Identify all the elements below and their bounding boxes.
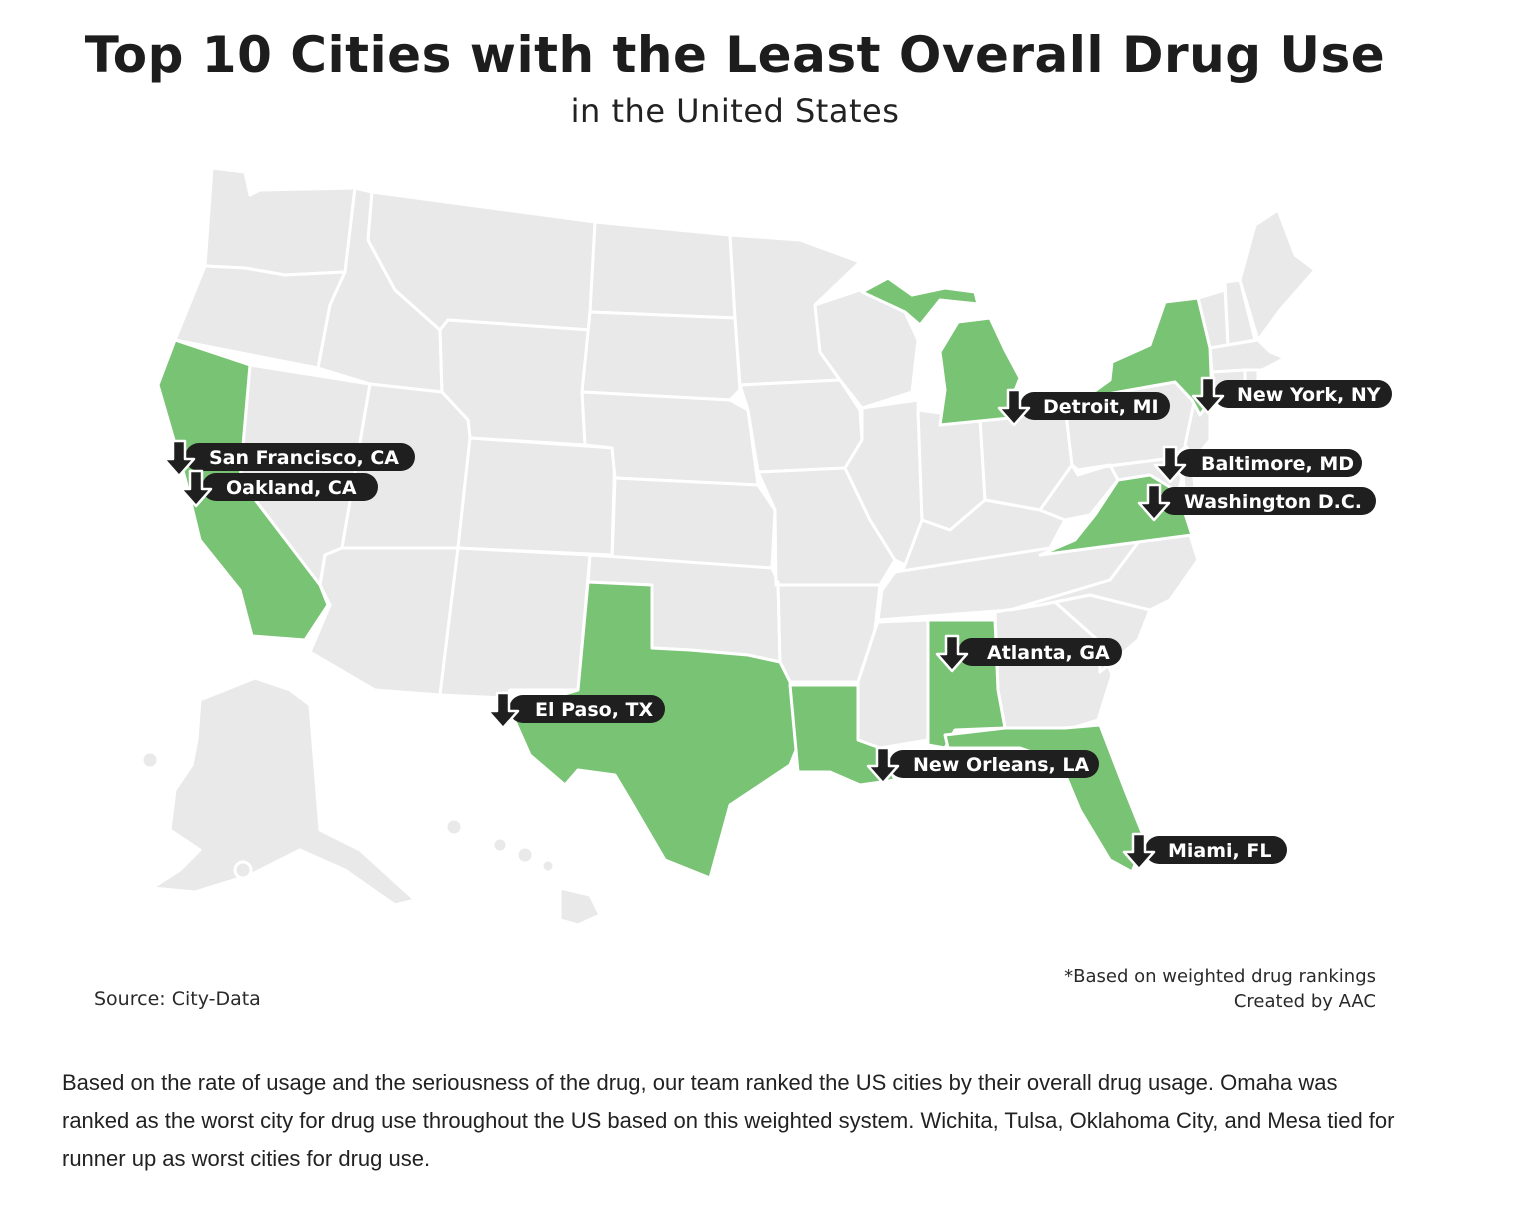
city-label: San Francisco, CA [209, 447, 399, 469]
city-label-pill [1214, 380, 1392, 408]
city-label: Atlanta, GA [987, 642, 1110, 664]
us-map: San Francisco, CA Oakland, CA El Paso, T… [140, 166, 1392, 927]
state-hawaii-island [444, 817, 464, 837]
city-label: Washington D.C. [1184, 491, 1362, 513]
credit-note: Created by AAC [1233, 991, 1376, 1012]
state-alaska-island [140, 750, 160, 770]
state-alaska [150, 676, 417, 907]
state-north-carolina [1008, 533, 1200, 612]
state-south-dakota [580, 310, 742, 402]
map-subtitle: in the United States [570, 92, 900, 130]
city-marker-miami: Miami, FL [1122, 832, 1287, 871]
city-marker-atlanta: Atlanta, GA [935, 634, 1122, 673]
city-marker-new-york: New York, NY [1191, 376, 1392, 415]
city-marker-el-paso: El Paso, TX [486, 691, 665, 730]
city-label-pill [509, 695, 665, 723]
city-label-pill [1160, 487, 1376, 515]
city-label-pill [958, 638, 1122, 666]
state-arizona [308, 546, 460, 697]
city-marker-oakland: Oakland, CA [179, 469, 378, 508]
down-arrow-icon [179, 469, 213, 508]
city-marker-new-orleans: New Orleans, LA [866, 746, 1099, 785]
state-washington [203, 166, 357, 277]
state-massachusetts [1208, 338, 1287, 374]
down-arrow-icon [486, 691, 520, 730]
down-arrow-icon [1191, 376, 1225, 415]
state-hawaii-island [540, 858, 556, 874]
city-label-pill [185, 443, 415, 471]
city-label-pill [202, 473, 378, 501]
down-arrow-icon [1153, 445, 1187, 484]
city-label: Miami, FL [1168, 840, 1271, 862]
down-arrow-icon [866, 746, 900, 785]
state-texas [508, 580, 802, 880]
down-arrow-icon [997, 388, 1031, 427]
down-arrow-icon [162, 439, 196, 478]
city-marker-san-francisco: San Francisco, CA [162, 439, 415, 478]
state-kansas [610, 476, 777, 570]
state-alaska-island [233, 860, 253, 880]
city-label: Oakland, CA [226, 477, 357, 499]
city-label-pill [1176, 449, 1362, 477]
footnotes: *Based on weighted drug rankings Created… [1064, 964, 1376, 1014]
city-marker-detroit: Detroit, MI [997, 388, 1170, 427]
map-title: Top 10 Cities with the Least Overall Dru… [84, 26, 1386, 84]
city-label-pill [1020, 392, 1170, 420]
article-paragraph: Based on the rate of usage and the serio… [62, 1070, 1395, 1171]
state-hawaii-island [515, 845, 535, 865]
down-arrow-icon [935, 634, 969, 673]
state-maine [1238, 208, 1317, 342]
state-north-dakota [588, 220, 737, 320]
city-label: Baltimore, MD [1201, 453, 1354, 475]
source-note: Source: City-Data [94, 988, 261, 1010]
weighted-rankings-note: *Based on weighted drug rankings [1064, 966, 1376, 987]
city-label: Detroit, MI [1043, 396, 1159, 418]
city-label-pill [889, 750, 1099, 778]
down-arrow-icon [1122, 832, 1156, 871]
down-arrow-icon [1137, 483, 1171, 522]
state-new-mexico [438, 546, 592, 700]
state-florida [943, 723, 1147, 874]
state-colorado [456, 436, 617, 557]
city-label: New Orleans, LA [913, 754, 1089, 776]
state-arkansas [774, 580, 882, 684]
city-marker-baltimore: Baltimore, MD [1153, 445, 1362, 484]
state-louisiana [788, 683, 897, 787]
state-michigan-upper [860, 276, 980, 327]
state-hawaii [558, 886, 602, 927]
state-hawaii-island [491, 836, 509, 854]
city-label: New York, NY [1237, 384, 1381, 406]
state-iowa [738, 378, 864, 474]
city-label-pill [1145, 836, 1287, 864]
state-new-york [1083, 296, 1214, 417]
city-marker-washington-dc: Washington D.C. [1137, 483, 1376, 522]
city-label: El Paso, TX [535, 699, 653, 721]
